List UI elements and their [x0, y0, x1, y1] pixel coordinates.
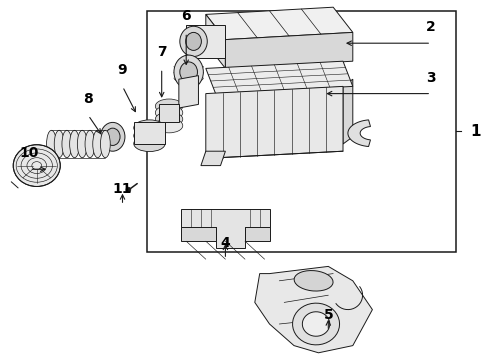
Polygon shape [343, 79, 353, 144]
Polygon shape [179, 76, 198, 108]
Polygon shape [181, 209, 270, 248]
Ellipse shape [77, 130, 87, 158]
Text: 3: 3 [426, 71, 436, 85]
Bar [147, 11, 456, 252]
Text: 4: 4 [220, 236, 230, 250]
Ellipse shape [134, 136, 165, 152]
Text: 2: 2 [426, 20, 436, 34]
Ellipse shape [186, 32, 201, 50]
Ellipse shape [100, 130, 110, 158]
Polygon shape [348, 120, 370, 147]
Ellipse shape [13, 145, 60, 186]
Ellipse shape [155, 112, 183, 126]
Ellipse shape [294, 271, 333, 291]
Polygon shape [201, 151, 225, 166]
Polygon shape [302, 312, 330, 336]
Ellipse shape [70, 130, 79, 158]
Polygon shape [206, 14, 225, 68]
Polygon shape [255, 266, 372, 353]
Polygon shape [206, 7, 353, 40]
Polygon shape [245, 227, 270, 241]
Ellipse shape [180, 62, 197, 82]
Text: 6: 6 [181, 9, 191, 23]
Text: 5: 5 [323, 308, 333, 322]
Polygon shape [186, 25, 225, 58]
Ellipse shape [105, 128, 120, 145]
Polygon shape [293, 303, 340, 345]
Polygon shape [159, 104, 179, 122]
Polygon shape [225, 32, 353, 68]
Ellipse shape [180, 26, 207, 57]
Ellipse shape [155, 118, 183, 133]
Polygon shape [206, 86, 343, 158]
Polygon shape [206, 61, 353, 94]
Ellipse shape [155, 99, 183, 113]
Ellipse shape [85, 130, 95, 158]
Ellipse shape [134, 120, 165, 136]
Ellipse shape [155, 105, 183, 120]
Ellipse shape [134, 128, 165, 144]
Ellipse shape [47, 130, 56, 158]
Text: 9: 9 [118, 63, 127, 77]
Ellipse shape [126, 187, 131, 192]
Text: 1: 1 [470, 124, 481, 139]
Text: 7: 7 [157, 45, 167, 59]
Text: 10: 10 [20, 146, 39, 160]
Text: 11: 11 [113, 182, 132, 196]
Ellipse shape [54, 130, 64, 158]
Ellipse shape [62, 130, 72, 158]
Ellipse shape [100, 122, 125, 151]
Polygon shape [134, 122, 165, 144]
Polygon shape [181, 227, 216, 241]
Ellipse shape [93, 130, 102, 158]
Text: 8: 8 [83, 92, 93, 106]
Ellipse shape [174, 55, 203, 89]
